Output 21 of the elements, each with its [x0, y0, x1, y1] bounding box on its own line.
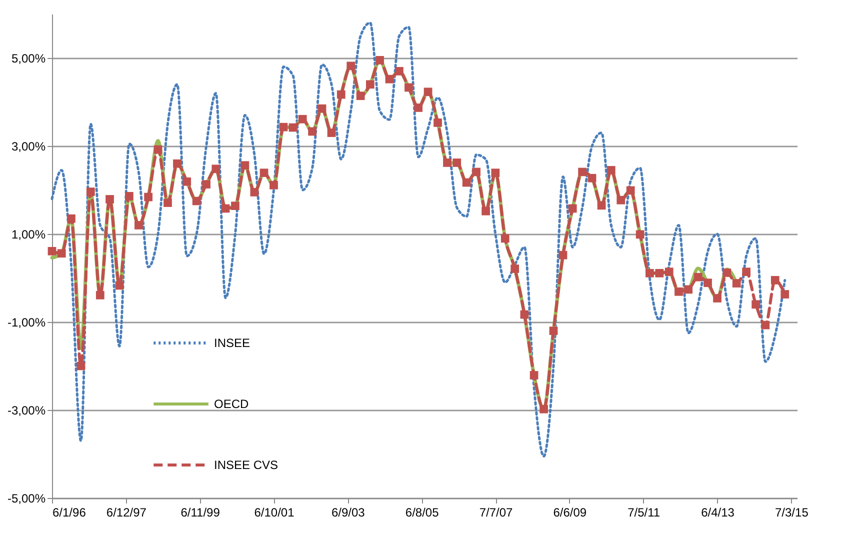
- y-tick-label: -1,00%: [7, 316, 46, 330]
- legend-label: INSEE CVS: [214, 458, 278, 472]
- x-tick-label: 6/12/97: [106, 506, 147, 520]
- x-tick-label: 6/8/05: [405, 506, 440, 520]
- x-tick-label: 6/11/99: [180, 506, 220, 520]
- x-tick-label: 6/10/01: [254, 506, 295, 520]
- x-tick-label: 6/6/09: [553, 506, 587, 520]
- x-tick-label: 6/1/96: [52, 506, 86, 520]
- x-tick-label: 7/7/07: [479, 506, 514, 520]
- y-tick-label: -5,00%: [7, 492, 46, 506]
- y-tick-label: 1,00%: [11, 228, 46, 242]
- y-tick-label: 3,00%: [11, 140, 46, 154]
- legend-label: OECD: [214, 397, 250, 411]
- y-tick-label: -3,00%: [7, 404, 46, 418]
- x-tick-label: 7/5/11: [628, 506, 660, 520]
- y-tick-label: 5,00%: [11, 52, 46, 66]
- legend-label: INSEE: [214, 336, 250, 350]
- x-tick-label: 6/9/03: [331, 506, 366, 520]
- x-tick-label: 7/3/15: [775, 506, 809, 520]
- line-series: [50, 22, 786, 458]
- x-tick-label: 6/4/13: [701, 506, 735, 520]
